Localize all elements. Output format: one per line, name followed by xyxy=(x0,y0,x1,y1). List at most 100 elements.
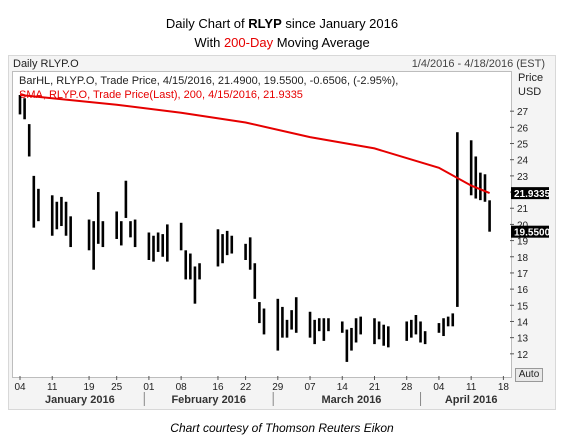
price-bar xyxy=(456,132,459,307)
price-bar xyxy=(55,201,59,230)
price-axis-title: Price USD xyxy=(518,71,543,99)
price-bar xyxy=(410,319,413,338)
price-bar xyxy=(124,180,128,218)
title-symbol: RLYP xyxy=(248,16,282,31)
x-tick-label: 08 xyxy=(176,382,188,393)
y-tick-label: 14 xyxy=(517,317,529,328)
price-bar xyxy=(281,306,284,338)
price-bar xyxy=(294,297,298,333)
chart-title-line-2: With 200-Day Moving Average xyxy=(0,35,564,51)
price-bar xyxy=(133,219,137,248)
y-tick-label: 21 xyxy=(517,204,529,215)
auto-scale-button[interactable]: Auto xyxy=(515,368,543,382)
price-bar xyxy=(64,201,68,236)
price-bar xyxy=(469,140,473,196)
price-bar xyxy=(340,321,344,333)
price-bar xyxy=(382,324,385,346)
month-label: February 2016 xyxy=(171,394,246,406)
chart-title-line-1: Daily Chart of RLYP since January 2016 xyxy=(0,16,564,32)
x-tick-label: 14 xyxy=(337,382,349,393)
axis-title-unit: USD xyxy=(518,86,542,98)
price-bar xyxy=(276,298,280,351)
price-bar xyxy=(285,319,289,338)
price-chart-svg: 1213141516171819202122232425262721.93351… xyxy=(14,94,551,406)
price-bar xyxy=(119,221,123,246)
sma-200-line xyxy=(19,94,490,195)
title-suffix: since January 2016 xyxy=(281,16,399,31)
price-bar xyxy=(92,221,95,270)
price-bar xyxy=(221,234,224,264)
last-value-label: 19.5500 xyxy=(514,228,551,239)
price-bar xyxy=(308,311,312,338)
price-bar xyxy=(32,175,36,228)
price-bar xyxy=(414,315,418,335)
x-tick-label: 18 xyxy=(498,382,510,393)
chart-panel: Daily RLYP.O 1/4/2016 - 4/18/2016 (EST) … xyxy=(8,55,556,410)
price-bar xyxy=(27,124,31,157)
x-tick-label: 21 xyxy=(369,382,381,393)
month-label: April 2016 xyxy=(445,394,498,406)
x-tick-label: 11 xyxy=(466,382,477,393)
y-tick-label: 18 xyxy=(517,253,529,264)
sma-legend: SMA, RLYP.O, Trade Price(Last), 200, 4/1… xyxy=(19,89,303,101)
title-prefix: Daily Chart of xyxy=(165,16,249,31)
y-tick-label: 17 xyxy=(517,269,529,280)
price-bar xyxy=(50,195,54,236)
y-tick-label: 15 xyxy=(517,301,529,312)
y-tick-label: 25 xyxy=(517,140,529,151)
last-value-label: 21.9335 xyxy=(514,189,551,200)
x-tick-label: 07 xyxy=(304,382,316,393)
y-tick-label: 12 xyxy=(517,350,529,361)
price-bar xyxy=(373,318,376,345)
price-bar xyxy=(423,331,427,345)
price-bar xyxy=(152,235,155,262)
y-tick-label: 24 xyxy=(517,156,529,167)
bar-legend: BarHL, RLYP.O, Trade Price, 4/15/2016, 2… xyxy=(19,75,399,87)
price-bar xyxy=(18,95,22,115)
price-bar xyxy=(198,263,201,280)
price-bar xyxy=(387,326,390,348)
price-bar xyxy=(377,321,381,340)
price-bar xyxy=(354,318,358,343)
price-bar xyxy=(474,156,478,199)
price-bar xyxy=(313,319,316,345)
panel-name: Daily RLYP.O xyxy=(13,58,79,70)
plot-area[interactable]: BarHL, RLYP.O, Trade Price, 4/15/2016, 2… xyxy=(12,71,512,378)
subtitle-highlight: 200-Day xyxy=(223,35,274,50)
last-value-label-bg xyxy=(511,225,549,238)
price-bar xyxy=(479,172,482,201)
x-tick-label: 04 xyxy=(14,382,26,393)
x-tick-label: 28 xyxy=(401,382,413,393)
price-bar xyxy=(87,219,91,251)
price-bar xyxy=(101,221,105,248)
price-bar xyxy=(442,318,445,337)
price-bar xyxy=(225,230,229,256)
price-bar xyxy=(216,229,220,267)
price-bar xyxy=(437,323,441,333)
y-tick-label: 27 xyxy=(517,107,529,118)
price-bar xyxy=(419,321,422,343)
price-bar xyxy=(488,200,491,232)
price-bar xyxy=(290,310,293,330)
y-tick-label: 19 xyxy=(517,237,529,248)
price-bar xyxy=(179,222,183,251)
panel-date-range: 1/4/2016 - 4/18/2016 (EST) xyxy=(411,58,545,70)
price-bar xyxy=(359,316,362,335)
x-tick-label: 11 xyxy=(47,382,58,393)
price-bar xyxy=(193,266,197,304)
price-bar xyxy=(60,196,63,227)
month-label: March 2016 xyxy=(322,394,382,406)
chart-caption: Chart courtesy of Thomson Reuters Eikon xyxy=(170,421,394,435)
x-tick-label: 16 xyxy=(212,382,224,393)
x-tick-label: 25 xyxy=(111,382,123,393)
y-tick-label: 23 xyxy=(517,172,529,183)
price-bar xyxy=(345,329,349,362)
x-tick-label: 22 xyxy=(240,382,252,393)
price-bar xyxy=(184,250,188,280)
price-bar xyxy=(350,327,353,351)
price-bar xyxy=(253,263,257,299)
price-bar xyxy=(69,216,72,248)
y-tick-label: 13 xyxy=(517,334,529,345)
x-tick-label: 19 xyxy=(83,382,95,393)
price-bar xyxy=(156,232,160,252)
